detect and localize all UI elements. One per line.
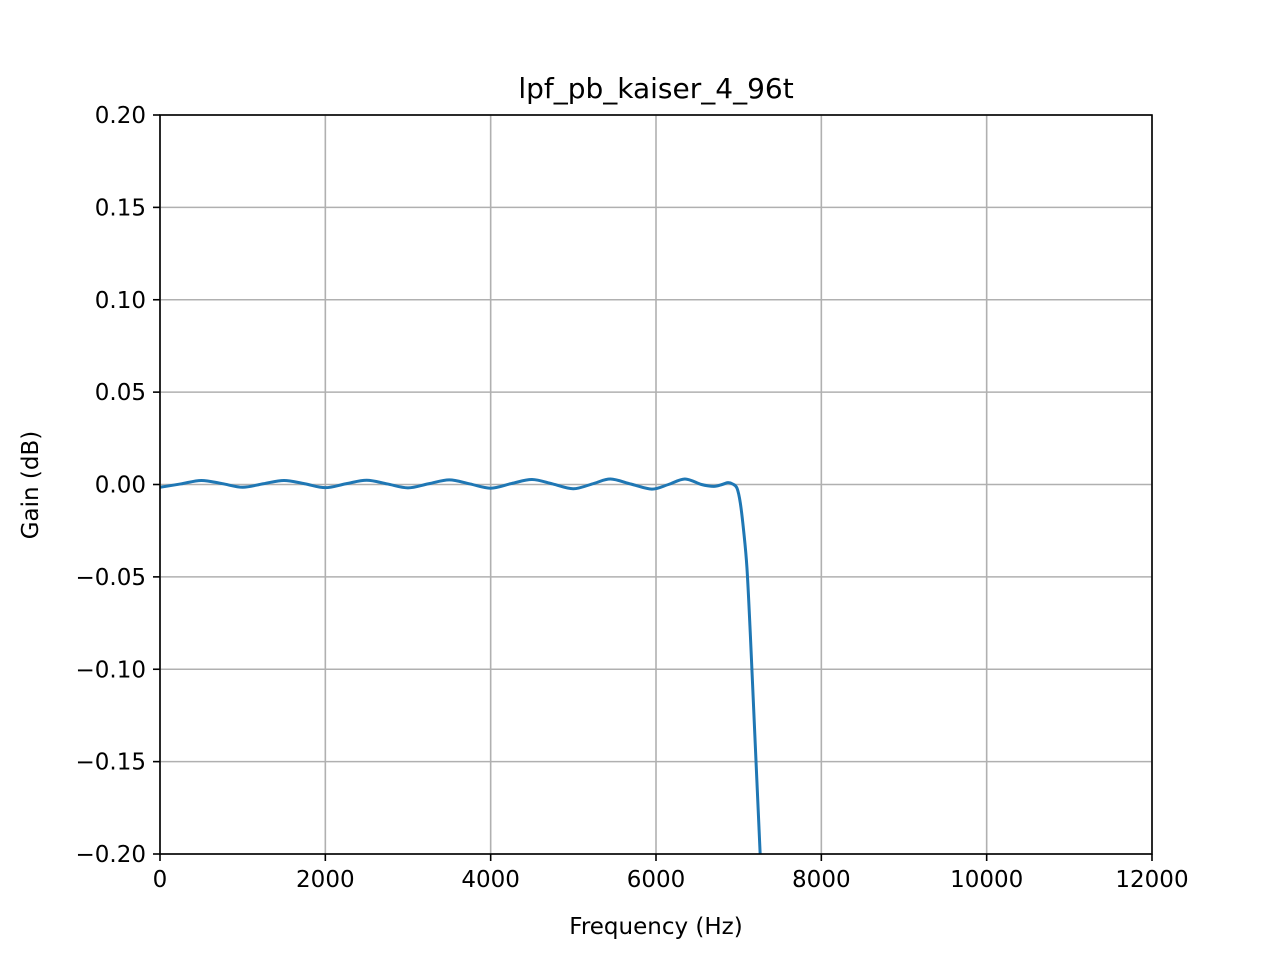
x-tick-label: 8000 <box>792 867 851 893</box>
y-tick-label: −0.10 <box>76 657 146 683</box>
x-tick-label: 4000 <box>461 867 520 893</box>
y-tick-label: 0.10 <box>95 288 146 314</box>
grid-lines <box>159 114 1153 855</box>
x-tick-label: 0 <box>153 867 168 893</box>
x-tick-label: 12000 <box>1115 867 1188 893</box>
x-tick-label: 2000 <box>296 867 355 893</box>
y-tick-label: −0.20 <box>76 842 146 868</box>
y-tick-label: 0.05 <box>95 380 146 406</box>
series-layer <box>160 477 762 854</box>
y-tick-label: 0.20 <box>95 103 146 129</box>
x-axis-label: Frequency (Hz) <box>569 914 742 940</box>
x-tick-label: 10000 <box>950 867 1023 893</box>
chart-title: lpf_pb_kaiser_4_96t <box>518 72 793 105</box>
y-tick-label: 0.00 <box>95 473 146 499</box>
y-tick-label: −0.15 <box>76 750 146 776</box>
ticks: 0 2000 4000 6000 8000 10000 12000 0.20 0.15 0.10 0… <box>76 103 1189 893</box>
y-axis-label: Gain (dB) <box>18 431 44 540</box>
y-tick-label: 0.15 <box>95 195 146 221</box>
y-tick-label: −0.05 <box>76 565 146 591</box>
series-line <box>160 477 762 854</box>
x-tick-label: 6000 <box>627 867 686 893</box>
